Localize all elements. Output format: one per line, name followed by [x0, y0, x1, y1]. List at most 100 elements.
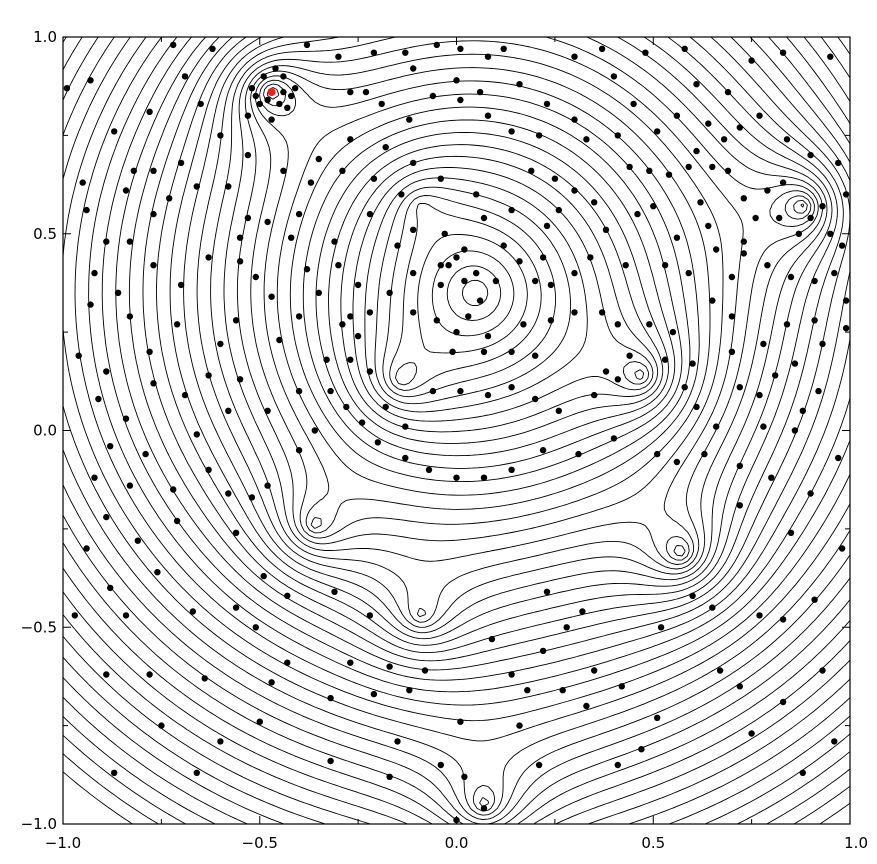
sample-point	[480, 348, 488, 355]
sample-point	[728, 348, 736, 355]
sample-point	[122, 187, 130, 194]
contour-line	[74, 37, 850, 706]
sample-point	[799, 407, 806, 414]
sample-point	[370, 49, 378, 56]
sample-point	[827, 230, 834, 237]
sample-point	[217, 340, 224, 348]
highlight-point	[267, 88, 276, 97]
sample-point	[835, 454, 842, 462]
sample-point	[614, 761, 621, 769]
sample-point	[673, 458, 681, 466]
sample-point	[461, 773, 468, 780]
sample-point	[83, 206, 90, 214]
sample-point	[280, 73, 287, 80]
sample-point	[209, 45, 216, 52]
contour-line	[236, 53, 812, 561]
sample-point	[453, 474, 460, 481]
sample-point	[563, 624, 570, 631]
sample-point	[461, 277, 468, 285]
sample-point	[232, 604, 240, 611]
sample-point	[626, 163, 633, 171]
sample-point	[358, 419, 366, 426]
sample-point	[111, 128, 118, 135]
sample-point	[842, 191, 850, 198]
sample-point	[630, 100, 637, 108]
sample-point	[91, 474, 98, 481]
sample-point	[783, 321, 791, 328]
contour-line	[169, 37, 833, 640]
sample-point	[748, 57, 755, 64]
contour-line	[315, 132, 669, 457]
sample-point	[232, 317, 240, 324]
sample-point	[268, 116, 275, 123]
sample-point	[740, 195, 747, 202]
sample-point	[244, 151, 252, 159]
sample-point	[433, 317, 440, 324]
sample-point	[831, 269, 838, 277]
sample-point	[303, 41, 311, 49]
sample-point	[689, 360, 696, 367]
sample-point	[476, 88, 484, 96]
sample-point	[217, 132, 224, 139]
sample-point	[532, 277, 539, 285]
contour-line	[263, 83, 683, 483]
contour-line	[395, 233, 528, 386]
sample-point	[268, 679, 275, 686]
sample-point	[728, 273, 736, 281]
sample-point	[819, 203, 826, 210]
sample-point	[331, 238, 338, 245]
sample-points	[63, 41, 850, 824]
sample-point	[437, 175, 444, 182]
sample-point	[779, 179, 787, 186]
sample-point	[170, 486, 177, 493]
sample-point	[433, 41, 440, 49]
sample-point	[535, 132, 543, 139]
sample-point	[236, 234, 244, 241]
sample-point	[646, 321, 653, 328]
sample-point	[75, 352, 82, 359]
contour-line	[63, 753, 850, 824]
sample-point	[492, 277, 500, 285]
sample-point	[386, 289, 393, 296]
sample-point	[122, 415, 130, 422]
sample-point	[347, 136, 354, 143]
sample-point	[500, 242, 507, 249]
sample-point	[126, 238, 134, 245]
y-axis-tick-labels: −1.0 −0.5 0.0 0.5 1.0	[21, 28, 57, 833]
sample-point	[701, 450, 708, 458]
x-tick-label: 0.0	[445, 834, 469, 852]
sample-point	[71, 612, 79, 619]
sample-point	[654, 128, 661, 135]
sample-point	[716, 667, 724, 674]
sample-point	[638, 746, 645, 753]
sample-point	[598, 309, 606, 316]
sample-point	[539, 647, 547, 655]
sample-point	[705, 222, 712, 230]
sample-point	[779, 616, 787, 623]
sample-point	[264, 407, 271, 414]
sample-point	[366, 210, 374, 218]
sample-point	[244, 214, 252, 222]
x-tick-label: 1.0	[844, 834, 868, 852]
sample-point	[347, 88, 354, 96]
sample-point	[295, 210, 303, 218]
sample-point	[453, 77, 460, 84]
sample-point	[264, 218, 271, 226]
sample-point	[307, 179, 315, 186]
sample-point	[87, 301, 94, 308]
contour-line	[364, 177, 650, 413]
sample-point	[217, 738, 224, 745]
sample-point	[410, 226, 417, 233]
contour-line	[63, 677, 850, 824]
sample-point	[602, 368, 610, 375]
contour-line	[431, 250, 515, 337]
sample-point	[465, 313, 472, 320]
sample-point	[248, 85, 256, 92]
sample-point	[488, 635, 496, 643]
contour-line	[446, 265, 502, 321]
sample-point	[740, 238, 747, 245]
y-tick-label: 0.0	[33, 422, 57, 440]
sample-point	[429, 92, 437, 100]
sample-point	[366, 309, 374, 316]
